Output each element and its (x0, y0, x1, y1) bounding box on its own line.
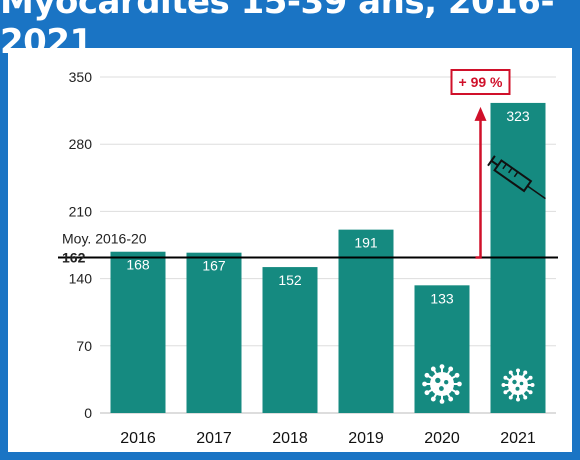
data-label-2018: 152 (278, 272, 302, 288)
y-tick-label: 140 (69, 271, 93, 287)
increase-arrow (475, 118, 482, 259)
virus-spike-tip (430, 396, 436, 402)
x-tick-label-2017: 2017 (196, 430, 232, 447)
x-tick-label-2021: 2021 (500, 430, 536, 447)
syringe-icon (487, 155, 546, 200)
virus-spot (519, 381, 524, 386)
virus-body (430, 372, 454, 396)
virus-spike-tip (503, 390, 508, 395)
virus-spike-tip (439, 364, 445, 369)
virus-spike-tip (422, 381, 427, 387)
syringe-mark (513, 171, 519, 178)
virus-spot (435, 377, 441, 384)
x-tick-label-2020: 2020 (424, 430, 460, 447)
syringe-plunger-head (487, 155, 496, 167)
virus-spike-tip (503, 375, 508, 380)
virus-spot (439, 386, 444, 391)
x-tick-label-2016: 2016 (120, 430, 156, 447)
virus-spike-tip (457, 381, 462, 387)
bar-2018 (262, 267, 318, 413)
virus-spike-tip (508, 370, 513, 375)
increase-badge (450, 69, 511, 95)
bar-2017 (186, 252, 242, 413)
syringe-mark (508, 167, 513, 174)
virus-spike-tip (448, 396, 454, 402)
bar-2016 (110, 251, 166, 413)
virus-icon (501, 368, 535, 402)
x-tick-label-2018: 2018 (272, 430, 308, 447)
virus-spike-tip (508, 395, 513, 400)
average-label: Moy. 2016-20 (62, 230, 147, 246)
virus-spike-tip (430, 366, 436, 372)
y-tick-label: 350 (69, 69, 93, 85)
virus-spike-tip (528, 390, 533, 395)
increase-arrow-head (474, 106, 487, 121)
virus-spike-tip (523, 370, 528, 375)
data-label-2020: 133 (430, 290, 454, 306)
virus-spike-tip (528, 375, 533, 380)
virus-spot (444, 380, 449, 385)
x-tick-label-2019: 2019 (348, 430, 384, 447)
data-label-2019: 191 (354, 235, 378, 251)
virus-icon (422, 364, 462, 404)
virus-spike-tip (424, 372, 430, 378)
virus-spike-tip (501, 383, 506, 387)
virus-spike-tip (448, 366, 454, 372)
data-label-2016: 168 (126, 257, 150, 273)
bar-2019 (338, 229, 394, 413)
syringe-mark (502, 163, 507, 170)
virus-spike-tip (424, 390, 430, 396)
virus-spike-tip (516, 397, 520, 402)
y-tick-label: 280 (69, 136, 93, 152)
virus-spike-tip (523, 395, 528, 400)
virus-spike-tip (439, 399, 445, 404)
virus-spike-tip (454, 372, 460, 378)
average-value-label: 162 (62, 249, 86, 265)
data-label-2017: 167 (202, 258, 226, 274)
virus-spot (512, 379, 517, 385)
virus-spike-tip (516, 368, 520, 373)
virus-spot (515, 386, 520, 391)
y-tick-label: 70 (76, 338, 92, 354)
syringe-plunger (490, 159, 499, 167)
y-tick-label: 210 (69, 203, 93, 219)
virus-spike-tip (530, 383, 535, 387)
syringe-needle (527, 185, 546, 200)
increase-badge-text: + 99 % (459, 74, 504, 90)
virus-spike-tip (454, 390, 460, 396)
data-label-2021: 323 (506, 108, 530, 124)
virus-body (508, 375, 528, 395)
y-tick-label: 0 (84, 405, 92, 421)
